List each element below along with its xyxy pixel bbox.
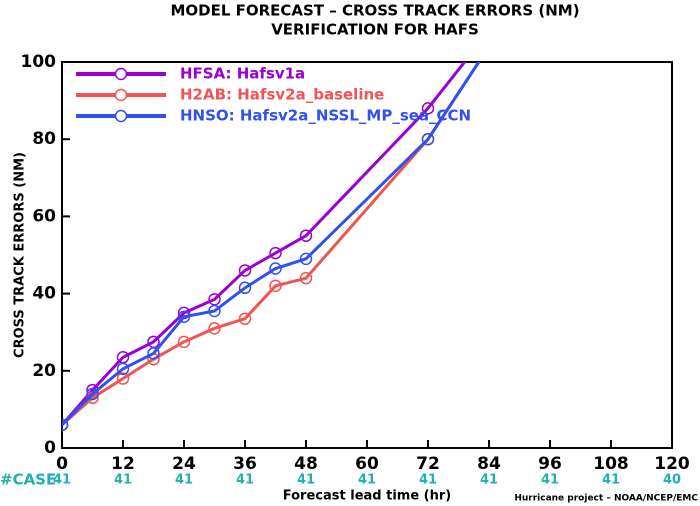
x-tick-label: 24	[172, 454, 196, 474]
case-count: 41	[541, 473, 559, 488]
plot-area	[62, 26, 495, 432]
marker	[116, 362, 130, 376]
case-label: #CASE	[0, 471, 56, 489]
marker	[238, 264, 252, 277]
y-tick-label: 20	[32, 361, 56, 381]
x-tick-label: 84	[477, 454, 501, 474]
marker	[208, 322, 221, 335]
case-count: 41	[175, 473, 193, 488]
credit: Hurricane project – NOAA/NCEP/EMC	[514, 494, 698, 504]
legend-marker	[114, 67, 128, 81]
y-tick-label: 80	[32, 129, 56, 149]
x-tick-label: 120	[654, 454, 690, 474]
marker	[269, 279, 282, 293]
marker	[484, 41, 495, 52]
case-count: 41	[297, 473, 315, 488]
y-axis-label: CROSS TRACK ERRORS (NM)	[13, 152, 28, 358]
legend-marker	[114, 88, 128, 102]
case-count: 41	[419, 473, 437, 488]
marker	[177, 310, 191, 324]
marker	[269, 246, 282, 260]
marker	[484, 26, 495, 37]
x-tick-label: 60	[355, 454, 379, 474]
y-tick-label: 100	[21, 52, 57, 72]
legend-marker	[114, 109, 128, 123]
y-tick-label: 60	[32, 206, 56, 226]
marker	[147, 347, 160, 360]
series-line	[62, 62, 467, 426]
series-line	[62, 62, 481, 426]
marker	[421, 132, 435, 146]
x-tick-label: 0	[56, 454, 68, 474]
marker	[177, 335, 191, 349]
x-tick-label: 36	[233, 454, 257, 474]
marker	[116, 372, 130, 385]
case-count: 41	[358, 473, 376, 488]
x-tick-label: 12	[111, 454, 135, 474]
case-count: 40	[663, 473, 681, 488]
case-count: 41	[236, 473, 254, 488]
x-tick-label: 96	[538, 454, 562, 474]
legend-label: H2AB: Hafsv2a_baseline	[180, 86, 384, 104]
y-tick-label: 40	[32, 284, 56, 304]
series-line	[62, 62, 481, 426]
marker	[299, 229, 313, 242]
x-axis-label: Forecast lead time (hr)	[283, 489, 451, 504]
marker	[299, 252, 313, 266]
marker	[62, 418, 69, 432]
y-tick-label: 0	[44, 438, 56, 458]
case-count: 41	[602, 473, 620, 488]
marker	[269, 262, 282, 275]
marker	[299, 271, 313, 285]
marker	[421, 102, 435, 115]
chart-subtitle: VERIFICATION FOR HAFS	[271, 21, 479, 39]
marker	[208, 304, 221, 318]
case-count: 41	[480, 473, 498, 488]
case-count: 41	[114, 473, 132, 488]
marker	[238, 281, 252, 295]
x-tick-label: 72	[416, 454, 440, 474]
marker	[238, 312, 252, 325]
chart-title: MODEL FORECAST – CROSS TRACK ERRORS (NM)	[170, 2, 579, 20]
x-tick-label: 108	[593, 454, 629, 474]
marker	[484, 41, 495, 52]
legend-label: HNSO: Hafsv2a_NSSL_MP_sea_CCN	[180, 107, 471, 125]
case-count: 41	[53, 473, 71, 488]
legend-label: HFSA: Hafsv1a	[180, 65, 305, 83]
x-tick-label: 48	[294, 454, 318, 474]
marker	[86, 387, 99, 401]
